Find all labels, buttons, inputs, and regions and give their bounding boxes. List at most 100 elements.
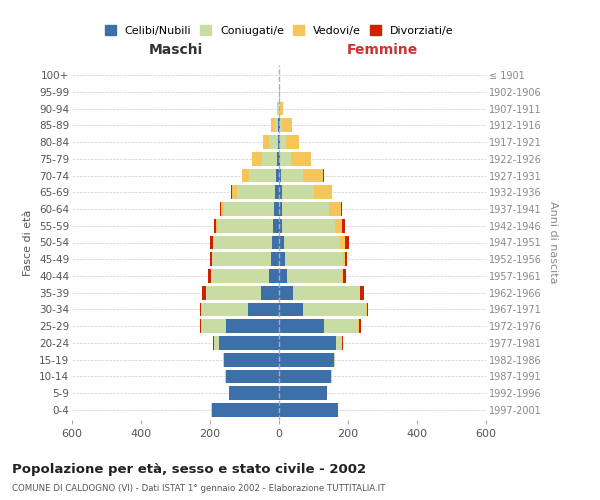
Bar xyxy=(279,286,293,300)
Bar xyxy=(358,320,359,333)
Bar xyxy=(200,320,202,333)
Bar xyxy=(341,202,342,216)
Bar xyxy=(280,118,283,132)
Bar xyxy=(211,269,269,283)
Bar xyxy=(283,118,292,132)
Bar xyxy=(216,219,218,232)
Bar xyxy=(273,219,279,232)
Bar xyxy=(269,269,279,283)
Bar xyxy=(212,403,279,417)
Bar xyxy=(280,135,286,149)
Bar xyxy=(324,320,358,333)
Bar xyxy=(224,202,274,216)
Text: Femmine: Femmine xyxy=(347,44,418,58)
Bar xyxy=(283,219,335,232)
Text: COMUNE DI CALDOGNO (VI) - Dati ISTAT 1° gennaio 2002 - Elaborazione TUTTITALIA.I: COMUNE DI CALDOGNO (VI) - Dati ISTAT 1° … xyxy=(12,484,385,493)
Bar xyxy=(212,252,271,266)
Bar xyxy=(293,286,360,300)
Bar xyxy=(276,168,279,182)
Bar xyxy=(344,236,349,250)
Legend: Celibi/Nubili, Coniugati/e, Vedovi/e, Divorziati/e: Celibi/Nubili, Coniugati/e, Vedovi/e, Di… xyxy=(100,21,458,40)
Bar xyxy=(286,135,299,149)
Bar xyxy=(263,135,269,149)
Bar xyxy=(279,353,334,366)
Bar xyxy=(277,102,278,116)
Bar xyxy=(261,286,279,300)
Bar xyxy=(279,370,331,384)
Bar xyxy=(342,219,344,232)
Bar xyxy=(279,219,283,232)
Bar xyxy=(366,302,367,316)
Bar xyxy=(284,236,340,250)
Bar xyxy=(335,219,342,232)
Bar xyxy=(248,302,279,316)
Bar xyxy=(269,135,278,149)
Bar xyxy=(285,252,343,266)
Bar xyxy=(291,152,311,166)
Bar xyxy=(331,370,332,384)
Bar xyxy=(208,269,211,283)
Bar xyxy=(279,252,285,266)
Bar xyxy=(280,152,291,166)
Bar xyxy=(252,152,262,166)
Bar xyxy=(280,102,283,116)
Bar xyxy=(343,252,345,266)
Bar xyxy=(218,219,273,232)
Bar xyxy=(282,202,329,216)
Bar xyxy=(272,236,279,250)
Bar xyxy=(279,186,282,199)
Bar xyxy=(340,236,344,250)
Bar xyxy=(214,336,218,350)
Bar xyxy=(279,135,280,149)
Bar xyxy=(303,168,323,182)
Bar xyxy=(303,302,366,316)
Bar xyxy=(202,320,226,333)
Bar xyxy=(229,386,279,400)
Bar xyxy=(281,168,303,182)
Bar xyxy=(342,336,343,350)
Bar xyxy=(279,236,284,250)
Bar xyxy=(361,286,364,300)
Bar xyxy=(213,236,214,250)
Bar xyxy=(282,186,314,199)
Bar xyxy=(210,252,212,266)
Bar xyxy=(262,152,277,166)
Bar xyxy=(210,236,213,250)
Bar xyxy=(279,403,338,417)
Bar xyxy=(287,269,343,283)
Bar xyxy=(279,152,280,166)
Bar xyxy=(359,320,361,333)
Bar xyxy=(232,186,237,199)
Bar xyxy=(202,302,248,316)
Bar xyxy=(336,336,342,350)
Bar xyxy=(278,135,279,149)
Y-axis label: Anni di nascita: Anni di nascita xyxy=(548,201,559,284)
Bar xyxy=(220,202,221,216)
Bar xyxy=(206,286,261,300)
Bar xyxy=(271,118,275,132)
Bar xyxy=(367,302,368,316)
Bar xyxy=(343,269,346,283)
Bar xyxy=(279,118,280,132)
Bar xyxy=(275,118,278,132)
Bar xyxy=(214,236,272,250)
Text: Maschi: Maschi xyxy=(148,44,203,58)
Bar xyxy=(221,202,224,216)
Bar xyxy=(279,320,324,333)
Bar xyxy=(271,252,279,266)
Bar xyxy=(275,186,279,199)
Bar xyxy=(345,252,347,266)
Bar xyxy=(248,168,276,182)
Bar xyxy=(231,186,232,199)
Bar xyxy=(314,186,332,199)
Text: Popolazione per età, sesso e stato civile - 2002: Popolazione per età, sesso e stato civil… xyxy=(12,462,366,475)
Bar xyxy=(279,386,326,400)
Bar xyxy=(279,168,281,182)
Bar xyxy=(213,336,214,350)
Bar xyxy=(360,286,361,300)
Bar xyxy=(214,219,216,232)
Bar xyxy=(242,168,248,182)
Bar xyxy=(334,353,335,366)
Bar xyxy=(277,152,279,166)
Bar xyxy=(274,202,279,216)
